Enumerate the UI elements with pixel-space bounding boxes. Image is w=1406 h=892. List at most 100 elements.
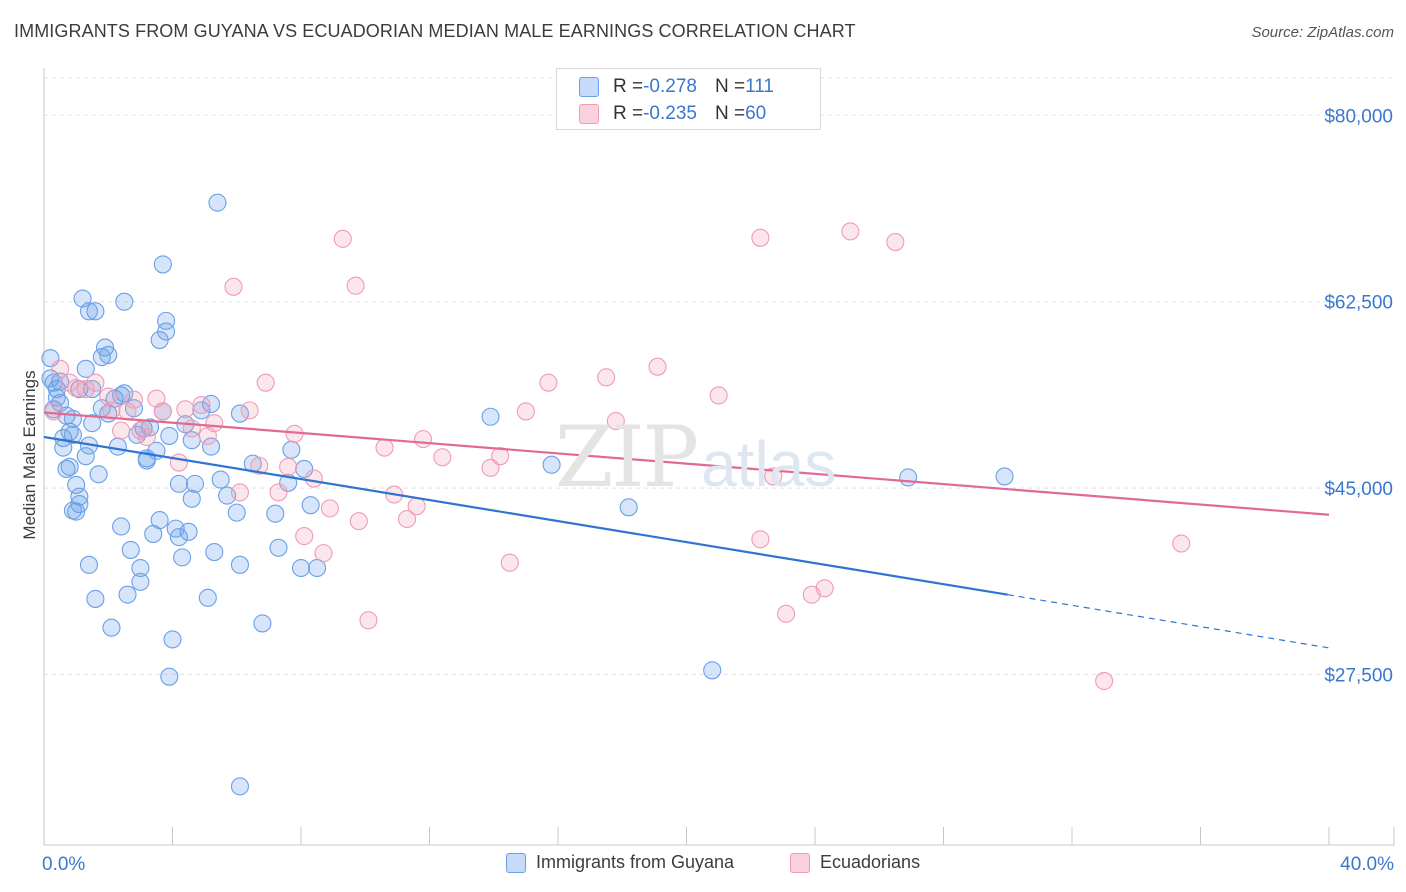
stat-row-guyana: R = -0.278 N = 111: [579, 75, 774, 99]
point-guyana: [89, 465, 108, 484]
point-ecuadorian: [481, 458, 500, 477]
y-tick-label: $62,500: [1324, 293, 1393, 314]
point-ecuadorian: [500, 553, 519, 572]
point-guyana: [79, 302, 99, 321]
point-guyana: [179, 522, 198, 541]
point-guyana: [121, 540, 140, 559]
point-guyana: [76, 359, 95, 378]
stat-n-value: 60: [745, 103, 767, 124]
point-ecuadorian: [751, 530, 770, 549]
point-ecuadorian: [250, 456, 269, 475]
point-ecuadorian: [346, 276, 365, 295]
legend-item-ecuadorians[interactable]: Ecuadorians: [790, 852, 920, 873]
point-guyana: [70, 495, 89, 514]
point-ecuadorian: [397, 509, 417, 529]
point-ecuadorian: [182, 419, 201, 438]
point-guyana: [703, 661, 722, 680]
stat-swatch-guyana: [579, 77, 599, 97]
point-guyana: [163, 630, 182, 649]
point-ecuadorian: [67, 378, 86, 398]
point-guyana: [301, 496, 320, 515]
point-guyana: [269, 538, 288, 557]
point-ecuadorian: [777, 604, 796, 623]
point-guyana: [157, 322, 176, 341]
point-ecuadorian: [1095, 671, 1114, 690]
point-guyana: [169, 528, 188, 547]
point-guyana: [899, 468, 918, 487]
legend-label-guyana: Immigrants from Guyana: [536, 852, 735, 872]
point-guyana: [282, 440, 301, 459]
point-ecuadorian: [333, 229, 352, 248]
point-ecuadorian: [597, 368, 616, 387]
point-guyana: [192, 401, 211, 420]
point-guyana: [202, 394, 221, 414]
point-guyana: [67, 475, 86, 494]
point-ecuadorian: [375, 438, 394, 457]
stat-r-value: -0.278: [643, 76, 697, 97]
point-guyana: [51, 372, 70, 391]
stat-n-label: N =: [714, 76, 746, 97]
trend-line-ecuadorians: [43, 411, 1330, 516]
stat-r-label: R =: [613, 103, 644, 124]
point-guyana: [70, 487, 89, 506]
point-ecuadorian: [648, 357, 667, 376]
chart-title: IMMIGRANTS FROM GUYANA VS ECUADORIAN MED…: [14, 21, 856, 41]
point-guyana: [169, 474, 188, 493]
point-ecuadorian: [349, 512, 368, 531]
point-ecuadorian: [240, 401, 259, 420]
x-tick-label: 0.0%: [42, 854, 85, 875]
y-tick-label: $27,500: [1324, 666, 1393, 687]
point-ecuadorian: [112, 421, 131, 440]
point-guyana: [86, 302, 105, 321]
point-ecuadorian: [230, 483, 250, 502]
legend-swatch-ecuadorians: [790, 852, 810, 873]
gridlines: [44, 77, 1394, 676]
trend-line-guyana-extension: [1007, 594, 1330, 649]
stat-n-label: N =: [714, 103, 746, 124]
point-guyana: [291, 558, 311, 578]
point-ecuadorian: [124, 390, 143, 409]
point-ecuadorian: [131, 421, 150, 440]
point-ecuadorian: [751, 228, 770, 247]
point-guyana: [83, 414, 102, 433]
point-ecuadorian: [359, 611, 378, 630]
point-ecuadorian: [304, 469, 323, 488]
point-ecuadorian: [606, 411, 625, 431]
point-guyana: [63, 409, 82, 428]
point-guyana: [102, 618, 121, 637]
stat-n-value: 111: [745, 76, 774, 97]
point-ecuadorian: [491, 447, 510, 466]
trend-line-guyana: [43, 435, 1008, 596]
point-guyana: [86, 589, 105, 608]
point-guyana: [208, 193, 227, 212]
point-ecuadorian: [1172, 534, 1191, 553]
point-ecuadorian: [169, 453, 188, 472]
legend-item-guyana[interactable]: Immigrants from Guyana: [506, 852, 734, 873]
y-tick-label: $45,000: [1324, 479, 1393, 500]
tick-labels: $27,500 $45,000 $62,500 $80,000 0.0% 40.0% Med…: [20, 106, 1394, 875]
point-guyana: [230, 404, 250, 423]
point-guyana: [115, 292, 134, 311]
point-ecuadorian: [815, 579, 834, 598]
legend-swatch-guyana: [506, 852, 526, 873]
legend: Immigrants from Guyana Ecuadorians: [0, 852, 1406, 878]
point-ecuadorian: [99, 387, 118, 406]
y-tick-label: $80,000: [1324, 106, 1393, 127]
point-ecuadorian: [192, 395, 211, 415]
point-ecuadorian: [709, 386, 728, 405]
point-guyana: [131, 572, 150, 591]
point-ecuadorian: [314, 544, 333, 563]
point-ecuadorian: [76, 380, 95, 399]
point-guyana: [182, 489, 201, 508]
stat-swatch-ecuadorians: [579, 104, 599, 124]
point-guyana: [108, 437, 127, 456]
point-guyana: [153, 255, 172, 274]
point-ecuadorian: [433, 448, 452, 467]
point-guyana: [131, 558, 150, 578]
point-ecuadorian: [841, 222, 860, 241]
stat-r-value: -0.235: [643, 103, 697, 124]
point-ecuadorian: [205, 414, 224, 433]
point-guyana: [198, 588, 217, 607]
correlation-stats-box: R = -0.278 N = 111 R = -0.235 N = 60: [556, 68, 821, 130]
